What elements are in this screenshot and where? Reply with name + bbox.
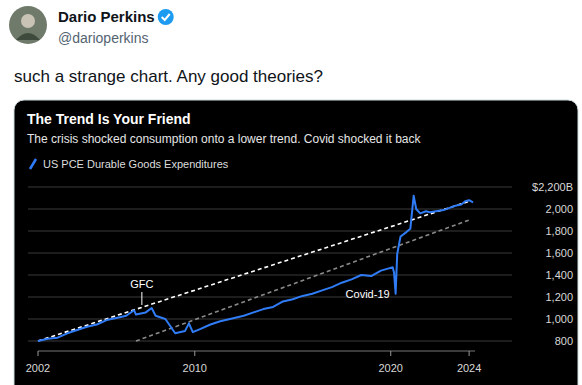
- legend-entry: US PCE Durable Goods Expenditures: [30, 158, 229, 170]
- y-tick-label: 1,200: [545, 291, 573, 303]
- grid-line: [28, 187, 512, 188]
- x-tick-label: 2024: [457, 362, 481, 374]
- y-tick-label: 1,000: [545, 313, 573, 325]
- grid-line: [28, 209, 512, 210]
- y-tick-label: 2,000: [545, 203, 573, 215]
- page: Dario Perkins @darioperkins such a strange…: [0, 0, 582, 385]
- annotation-label: GFC: [130, 278, 153, 290]
- grid-line: [28, 275, 512, 276]
- y-tick-label: 1,400: [545, 269, 573, 281]
- chart-card: [14, 100, 578, 385]
- avatar[interactable]: [9, 6, 47, 44]
- chart-title: The Trend Is Your Friend: [27, 111, 191, 127]
- author-handle[interactable]: @darioperkins: [58, 30, 148, 46]
- grid-line: [28, 297, 512, 298]
- verified-badge: [158, 9, 174, 25]
- plot-area: [38, 196, 473, 341]
- x-tick: [390, 351, 391, 356]
- x-tick-label: 2020: [378, 362, 402, 374]
- legend-label: US PCE Durable Goods Expenditures: [43, 158, 229, 170]
- y-tick-label: 1,600: [545, 247, 573, 259]
- legend-swatch: [30, 159, 36, 169]
- annotation-marker: [141, 292, 142, 305]
- annotation-label: Covid-19: [346, 288, 390, 300]
- x-tick-label: 2002: [26, 362, 50, 374]
- y-tick-label: 1,800: [545, 225, 573, 237]
- grid-line: [28, 341, 512, 342]
- x-axis-line: [38, 351, 475, 352]
- y-tick-label: 800: [555, 335, 573, 347]
- chart-subtitle: The crisis shocked consumption onto a lo…: [27, 132, 422, 146]
- grid-line: [28, 319, 512, 320]
- x-tick: [194, 351, 195, 356]
- y-tick-label: $2,200B: [532, 181, 573, 193]
- author-name[interactable]: Dario Perkins: [58, 8, 155, 25]
- grid-line: [28, 253, 512, 254]
- trend-line: [38, 201, 469, 341]
- x-tick: [469, 351, 470, 356]
- x-tick: [38, 351, 39, 356]
- tweet-text: such a strange chart. Any good theories?: [14, 67, 323, 86]
- trend-line: [136, 220, 469, 341]
- series-line: [38, 196, 473, 341]
- x-tick-label: 2010: [183, 362, 207, 374]
